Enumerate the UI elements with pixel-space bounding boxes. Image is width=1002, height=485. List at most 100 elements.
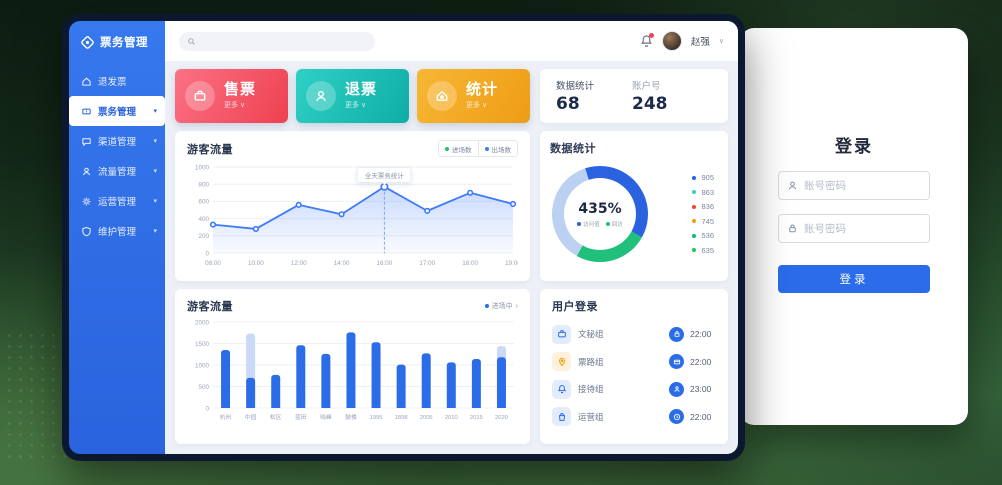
svg-text:鼓楼: 鼓楼 <box>345 413 357 421</box>
svg-text:200: 200 <box>198 233 209 240</box>
svg-text:1500: 1500 <box>195 341 210 348</box>
user-login-card: 用户登录 文秘组 22:00 <box>540 289 728 444</box>
sidebar-item-label: 票务管理 <box>98 107 137 118</box>
stat-value: 68 <box>556 94 580 114</box>
chevron-down-icon: ▾ <box>153 228 157 235</box>
stat-block: 账户号 248 <box>632 78 668 114</box>
card-head: 数据统计 <box>550 140 718 156</box>
account-input[interactable] <box>804 179 921 192</box>
user-login-row[interactable]: 文秘组 22:00 <box>552 324 716 344</box>
sidebar-item-maintenance[interactable]: 维护管理 ▾ <box>69 216 165 246</box>
bar-legend-link[interactable]: 进场中 › <box>484 301 518 311</box>
bar-chart-svg: 0 500 1000 1500 2000 杭州 中园 松区 蓝田 晓峰 鼓楼 1995 1898 2005… <box>195 319 514 421</box>
sidebar-item-operations[interactable]: 运营管理 ▾ <box>69 186 165 216</box>
svg-text:16:00: 16:00 <box>377 260 393 267</box>
card-head: 用户登录 <box>552 298 716 314</box>
legend-label: 回访 <box>611 221 623 228</box>
chat-icon <box>82 137 91 146</box>
line-chart: 0 200 400 600 800 1000 08:00 10:00 12:00 14:00 16:… <box>187 157 518 275</box>
house-icon <box>82 77 91 86</box>
donut-legend-item: 635 <box>692 246 714 255</box>
card-sublabel: 更多 ∨ <box>466 102 488 110</box>
legend-label: 进场中 <box>491 303 513 310</box>
svg-text:2000: 2000 <box>195 319 210 326</box>
svg-text:0: 0 <box>205 405 209 412</box>
chevron-right-icon: › <box>515 302 518 310</box>
user-login-row[interactable]: 票路组 22:00 <box>552 352 716 372</box>
svg-text:17:00: 17:00 <box>419 260 435 267</box>
data-stats-donut-card: 数据统计 435% 访问值 回访 905 <box>540 131 728 281</box>
chevron-down-icon: ▾ <box>153 168 157 175</box>
legend-label: 进场数 <box>452 146 472 154</box>
login-button[interactable]: 登录 <box>778 265 930 293</box>
svg-text:2020: 2020 <box>495 415 508 421</box>
user-login-row[interactable]: 接待组 23:00 <box>552 379 716 399</box>
svg-text:10:00: 10:00 <box>248 260 264 267</box>
svg-text:1898: 1898 <box>395 415 408 421</box>
svg-text:400: 400 <box>198 216 209 223</box>
svg-text:2005: 2005 <box>420 415 433 421</box>
user-login-row[interactable]: 运营组 22:00 <box>552 407 716 427</box>
topbar-right: 赵强 ∨ <box>640 31 724 51</box>
legend-pill[interactable]: 出场数 <box>477 141 518 156</box>
user-login-time: 22:00 <box>690 329 712 340</box>
svg-text:1000: 1000 <box>195 164 210 171</box>
card-sublabel: 更多 ∨ <box>224 102 246 110</box>
chevron-down-icon: ▾ <box>153 138 157 145</box>
card-head: 游客流量 进场中 › <box>187 298 518 314</box>
sidebar-item-traffic[interactable]: 流量管理 ▾ <box>69 156 165 186</box>
donut-legend-item: 905 <box>692 173 714 182</box>
user-icon <box>82 167 91 175</box>
svg-text:14:00: 14:00 <box>334 260 350 267</box>
logo-text: 票务管理 <box>100 37 148 49</box>
sidebar-item-channel[interactable]: 渠道管理 ▾ <box>69 126 165 156</box>
shield-icon <box>82 226 91 236</box>
legend-pill[interactable]: 进场数 <box>439 141 478 156</box>
search-input[interactable] <box>201 36 367 46</box>
dashboard-window: 票务管理 退发票 票务管理 ▾ 渠道管理 ▾ 流量管理 ▾ <box>62 14 745 461</box>
svg-text:2010: 2010 <box>445 415 458 421</box>
donut-chart: 435% 访问值 回访 <box>552 166 648 262</box>
content: 赵强 ∨ 售票 更多 ∨ <box>165 21 738 454</box>
logo-icon <box>81 35 94 49</box>
sell-ticket-card[interactable]: 售票 更多 ∨ <box>175 69 288 123</box>
notification-bell[interactable] <box>640 33 654 48</box>
donut-legend-item: 836 <box>692 202 714 211</box>
card-label: 退票 <box>345 80 378 98</box>
card-head: 游客流量 进场数 出场数 <box>187 140 518 157</box>
svg-text:12:00: 12:00 <box>291 260 307 267</box>
clock-icon <box>669 409 684 425</box>
sidebar-item-invoice[interactable]: 退发票 <box>69 66 165 96</box>
stat-label: 数据统计 <box>556 81 595 92</box>
ticket-icon <box>82 108 91 114</box>
refund-ticket-card[interactable]: 退票 更多 ∨ <box>296 69 409 123</box>
account-field-wrap <box>778 171 930 200</box>
stat-label: 账户号 <box>632 81 661 92</box>
gear-icon <box>82 196 91 206</box>
sidebar-item-ticket-management[interactable]: 票务管理 ▾ <box>69 96 165 126</box>
svg-text:晓峰: 晓峰 <box>320 413 332 421</box>
password-field-wrap <box>778 214 930 243</box>
svg-text:松区: 松区 <box>270 413 282 421</box>
user-login-rows: 文秘组 22:00 票路组 22:00 <box>552 316 716 435</box>
line-legend: 进场数 出场数 <box>438 140 518 157</box>
card-title: 数据统计 <box>550 143 596 155</box>
svg-text:1000: 1000 <box>195 362 210 369</box>
statistics-card[interactable]: 统计 更多 ∨ <box>417 69 530 123</box>
user-login-name: 文秘组 <box>578 329 604 340</box>
legend-dot <box>484 304 489 308</box>
action-cards-row: 售票 更多 ∨ 退票 更多 ∨ <box>175 69 530 123</box>
user-menu-chevron-icon[interactable]: ∨ <box>718 38 724 45</box>
notification-dot <box>648 33 654 38</box>
sidebar-item-label: 流量管理 <box>98 167 137 178</box>
bar-chart: 0 500 1000 1500 2000 杭州 中园 松区 蓝田 晓峰 鼓楼 1995 1898 2005… <box>187 314 518 438</box>
lock-icon <box>669 326 684 342</box>
sidebar-item-label: 渠道管理 <box>98 137 137 148</box>
password-input[interactable] <box>804 222 921 235</box>
donut-center-legend: 访问值 回访 <box>577 220 623 228</box>
data-stats-card: 数据统计 68 账户号 248 <box>540 69 728 123</box>
avatar[interactable] <box>661 31 682 51</box>
stat-value: 248 <box>632 94 668 114</box>
user-login-time: 22:00 <box>690 411 712 422</box>
login-title: 登录 <box>835 137 873 156</box>
